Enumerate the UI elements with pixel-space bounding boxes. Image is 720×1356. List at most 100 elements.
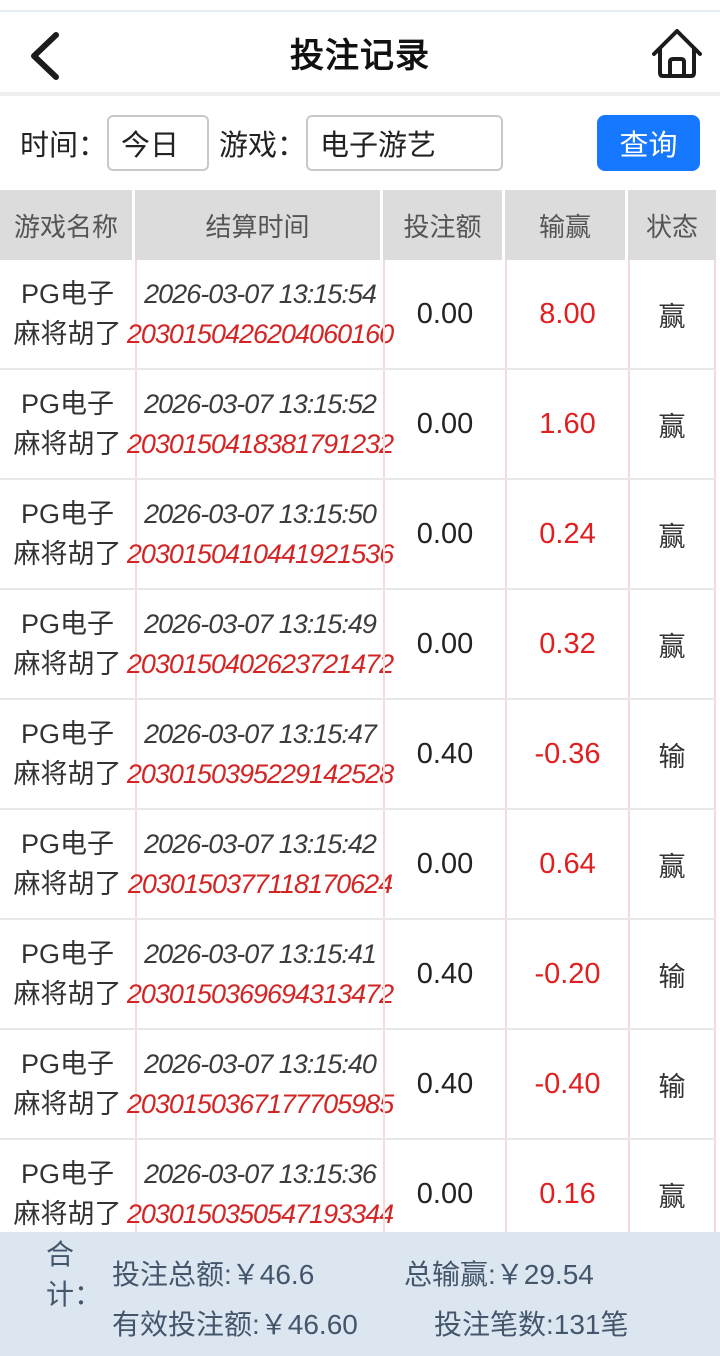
table-row: PG电子 麻将胡了 2026-03-07 13:15:42 2030150377…	[0, 810, 716, 920]
bet-amount: 0.00	[383, 590, 505, 698]
bet-count: 投注笔数:131笔	[434, 1309, 629, 1340]
settle-time: 2026-03-07 13:15:49	[144, 609, 377, 639]
table-row: PG电子 麻将胡了 2026-03-07 13:15:41 2030150369…	[0, 920, 716, 1030]
winloss-amount: -0.36	[505, 700, 628, 808]
back-button[interactable]	[22, 30, 66, 82]
winloss-amount: -0.20	[505, 920, 628, 1028]
nav-bar: 投注记录	[0, 12, 720, 96]
game-name-cell: PG电子 麻将胡了	[0, 810, 135, 918]
totals-row-2: 有效投注额:￥46.60 投注笔数:131笔	[46, 1298, 720, 1348]
column-header-game: 游戏名称	[0, 190, 135, 260]
query-button[interactable]: 查询	[597, 115, 700, 171]
game-name-line2: 麻将胡了	[13, 539, 122, 569]
winloss-amount: 1.60	[505, 370, 628, 478]
game-name-cell: PG电子 麻将胡了	[0, 1030, 135, 1138]
bet-amount: 0.40	[383, 920, 505, 1028]
table-row: PG电子 麻将胡了 2026-03-07 13:15:52 2030150418…	[0, 370, 716, 480]
status-cell: 赢	[628, 260, 714, 368]
game-name-cell: PG电子 麻将胡了	[0, 1140, 135, 1248]
home-button[interactable]	[648, 24, 706, 84]
status-cell: 输	[628, 920, 714, 1028]
home-icon	[650, 26, 704, 82]
game-name-line1: PG电子	[20, 499, 114, 529]
winloss-amount: 8.00	[505, 260, 628, 368]
game-name-line1: PG电子	[20, 389, 114, 419]
bet-amount: 0.00	[383, 1140, 505, 1248]
game-name-line2: 麻将胡了	[13, 759, 122, 789]
order-number: 2030150395229142528	[126, 759, 394, 789]
page-title: 投注记录	[290, 36, 430, 75]
game-name-line1: PG电子	[20, 829, 114, 859]
settle-time-cell: 2026-03-07 13:15:41 2030150369694313472	[127, 920, 394, 1028]
bet-amount: 0.00	[383, 260, 505, 368]
bet-amount: 0.00	[383, 480, 505, 588]
game-name-line2: 麻将胡了	[13, 649, 122, 679]
order-number: 2030150367177705985	[126, 1089, 394, 1119]
status-cell: 输	[628, 700, 714, 808]
totals-label: 合计：	[46, 1239, 103, 1310]
status-cell: 输	[628, 1030, 714, 1138]
total-winloss-amount: 总输赢:￥29.54	[404, 1259, 594, 1290]
order-number: 2030150418381791232	[126, 429, 394, 459]
winloss-amount: 0.24	[505, 480, 628, 588]
game-name-line2: 麻将胡了	[13, 869, 122, 899]
status-cell: 赢	[628, 810, 714, 918]
column-header-bet: 投注额	[383, 190, 505, 260]
bet-amount: 0.00	[383, 370, 505, 478]
settle-time: 2026-03-07 13:15:42	[144, 829, 377, 859]
settle-time-cell: 2026-03-07 13:15:42 2030150377118170624	[128, 810, 393, 918]
time-filter-select[interactable]: 今日	[107, 115, 210, 171]
table-row: PG电子 麻将胡了 2026-03-07 13:15:36 2030150350…	[0, 1140, 716, 1250]
settle-time-cell: 2026-03-07 13:15:36 2030150350547193344	[127, 1140, 394, 1248]
game-filter-label: 游戏：	[219, 130, 307, 162]
back-chevron-icon	[27, 30, 61, 82]
game-name-line1: PG电子	[20, 279, 114, 309]
time-filter-label: 时间：	[20, 130, 108, 162]
settle-time: 2026-03-07 13:15:41	[144, 939, 377, 969]
settle-time-cell: 2026-03-07 13:15:54 2030150426204060160	[127, 260, 394, 368]
game-name-line2: 麻将胡了	[13, 429, 122, 459]
bet-amount: 0.40	[383, 1030, 505, 1138]
column-header-status: 状态	[628, 190, 716, 260]
order-number: 2030150402623721472	[126, 649, 394, 679]
settle-time-cell: 2026-03-07 13:15:47 2030150395229142528	[127, 700, 394, 808]
winloss-amount: -0.40	[505, 1030, 628, 1138]
winloss-amount: 0.64	[505, 810, 628, 918]
table-header-row: 游戏名称 结算时间 投注额 输赢 状态	[0, 190, 716, 260]
game-name-line1: PG电子	[20, 1049, 114, 1079]
game-name-cell: PG电子 麻将胡了	[0, 480, 135, 588]
table-row: PG电子 麻将胡了 2026-03-07 13:15:50 2030150410…	[0, 480, 716, 590]
settle-time-cell: 2026-03-07 13:15:40 2030150367177705985	[127, 1030, 394, 1138]
status-cell: 赢	[628, 590, 714, 698]
game-filter-select[interactable]: 电子游艺	[306, 115, 504, 171]
order-number: 2030150377118170624	[127, 869, 393, 899]
table-row: PG电子 麻将胡了 2026-03-07 13:15:54 2030150426…	[0, 260, 716, 370]
table-row: PG电子 麻将胡了 2026-03-07 13:15:47 2030150395…	[0, 700, 716, 810]
game-name-line2: 麻将胡了	[13, 1089, 122, 1119]
game-name-cell: PG电子 麻将胡了	[0, 260, 135, 368]
settle-time: 2026-03-07 13:15:47	[144, 719, 377, 749]
settle-time-cell: 2026-03-07 13:15:52 2030150418381791232	[127, 370, 394, 478]
order-number: 2030150350547193344	[126, 1199, 394, 1229]
winloss-amount: 0.16	[505, 1140, 628, 1248]
filter-bar: 时间： 今日 游戏： 电子游艺 查询	[0, 96, 720, 190]
winloss-amount: 0.32	[505, 590, 628, 698]
settle-time: 2026-03-07 13:15:52	[144, 389, 377, 419]
settle-time-cell: 2026-03-07 13:15:50 2030150410441921536	[127, 480, 394, 588]
table-row: PG电子 麻将胡了 2026-03-07 13:15:49 2030150402…	[0, 590, 716, 700]
bet-amount: 0.40	[383, 700, 505, 808]
column-header-time: 结算时间	[135, 190, 383, 260]
order-number: 2030150410441921536	[126, 539, 394, 569]
settle-time: 2026-03-07 13:15:50	[144, 499, 377, 529]
game-name-cell: PG电子 麻将胡了	[0, 700, 135, 808]
status-cell: 赢	[628, 370, 714, 478]
game-name-line2: 麻将胡了	[13, 979, 122, 1009]
totals-row-1: 合计： 投注总额:￥46.6 总输赢:￥29.54	[46, 1239, 720, 1310]
settle-time: 2026-03-07 13:15:36	[144, 1159, 377, 1189]
bet-records-table: 游戏名称 结算时间 投注额 输赢 状态 PG电子 麻将胡了 2026-03-07…	[0, 190, 720, 1250]
order-number: 2030150369694313472	[126, 979, 394, 1009]
settle-time-cell: 2026-03-07 13:15:49 2030150402623721472	[127, 590, 394, 698]
game-name-line1: PG电子	[20, 609, 114, 639]
column-header-winloss: 输赢	[505, 190, 628, 260]
